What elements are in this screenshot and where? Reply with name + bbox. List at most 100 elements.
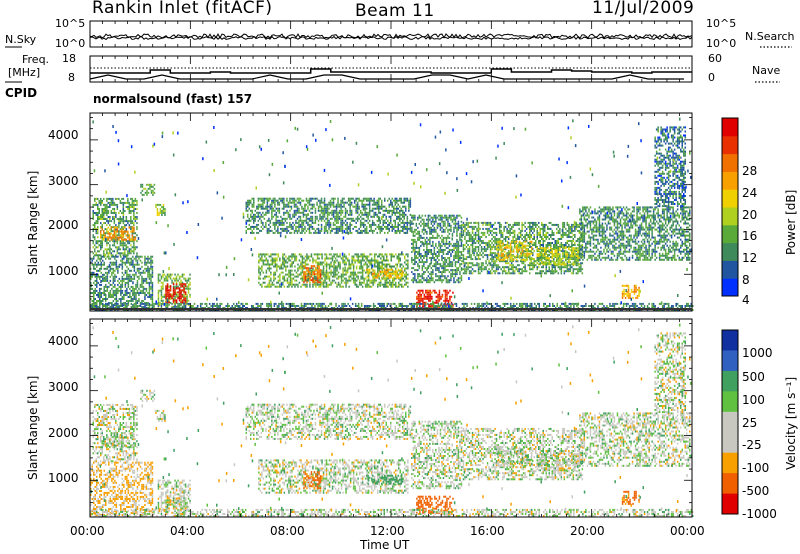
power-cell bbox=[94, 302, 96, 304]
power-cell bbox=[144, 298, 146, 300]
power-cell bbox=[144, 187, 147, 190]
power-cell bbox=[462, 250, 465, 253]
power-cell bbox=[262, 259, 265, 262]
vel-cb-1000: 1000 bbox=[742, 346, 773, 360]
power-cell bbox=[145, 261, 148, 264]
power-cell bbox=[468, 234, 471, 236]
power-cell bbox=[102, 255, 104, 258]
vel-cb-m1000: -1000 bbox=[742, 507, 777, 521]
power-cell bbox=[340, 275, 343, 278]
power-cell bbox=[334, 217, 336, 220]
power-cell bbox=[138, 298, 140, 300]
power-cell bbox=[467, 231, 469, 234]
power-cell bbox=[425, 289, 427, 292]
power-cell bbox=[148, 271, 151, 274]
power-cell bbox=[136, 289, 139, 292]
power-cell bbox=[390, 225, 392, 228]
power-cell bbox=[122, 201, 125, 204]
power-cell bbox=[323, 231, 326, 234]
power-cell bbox=[386, 269, 388, 272]
power-cell bbox=[329, 203, 332, 206]
power-cell bbox=[109, 203, 111, 206]
power-cell bbox=[438, 269, 440, 272]
power-cell bbox=[133, 244, 135, 247]
power-cell bbox=[286, 217, 288, 220]
power-cell bbox=[251, 211, 253, 214]
power-cell bbox=[262, 261, 265, 264]
power-cell bbox=[130, 296, 133, 298]
power-cell bbox=[448, 281, 451, 284]
power-cell bbox=[444, 230, 446, 233]
power-cell bbox=[331, 197, 333, 200]
power-cell bbox=[419, 291, 421, 294]
power-cell bbox=[257, 203, 260, 206]
power-cell bbox=[128, 208, 131, 210]
power-cell bbox=[338, 209, 341, 212]
power-cell bbox=[127, 267, 130, 270]
power-cell bbox=[418, 279, 421, 282]
power-cell bbox=[362, 213, 365, 216]
power-cell bbox=[112, 208, 114, 210]
power-cell bbox=[275, 215, 278, 218]
power-cell bbox=[395, 283, 397, 286]
power-cell bbox=[361, 267, 364, 270]
power-cell bbox=[377, 261, 379, 264]
power-cell bbox=[442, 275, 445, 278]
power-cell bbox=[334, 265, 337, 268]
power-cell bbox=[423, 261, 425, 264]
power-cell bbox=[327, 257, 329, 260]
power-cell bbox=[281, 197, 284, 200]
power-cell bbox=[282, 253, 284, 256]
power-cell bbox=[96, 294, 98, 296]
power-cell bbox=[344, 223, 347, 226]
power-cell bbox=[343, 281, 346, 284]
power-cell bbox=[419, 297, 421, 300]
power-cell bbox=[365, 268, 368, 271]
power-cell bbox=[127, 242, 129, 245]
power-cell bbox=[147, 302, 149, 304]
power-cell bbox=[109, 218, 111, 220]
power-cell bbox=[115, 230, 117, 233]
power-cell bbox=[339, 263, 341, 266]
power-cell bbox=[387, 263, 389, 266]
nsearch-tick-top: 10^5 bbox=[706, 17, 737, 30]
power-cell bbox=[310, 273, 313, 276]
power-cell bbox=[374, 213, 377, 216]
power-cell bbox=[276, 265, 278, 268]
power-cell bbox=[345, 255, 347, 258]
power-cell bbox=[445, 216, 448, 219]
power-cell bbox=[327, 273, 329, 276]
power-cell bbox=[399, 283, 401, 286]
power-cell bbox=[151, 255, 154, 258]
power-cell bbox=[286, 205, 288, 208]
power-cell bbox=[144, 267, 146, 270]
power-cell bbox=[457, 253, 460, 255]
power-cell bbox=[445, 277, 448, 280]
power-cell bbox=[355, 209, 357, 212]
power-cell bbox=[384, 209, 386, 212]
power-cell bbox=[398, 285, 400, 288]
power-cell bbox=[326, 213, 329, 216]
power-cell bbox=[456, 249, 458, 251]
power-cell bbox=[103, 285, 105, 288]
power-cell bbox=[447, 218, 449, 221]
power-cell bbox=[473, 240, 475, 242]
power-cell bbox=[365, 197, 368, 200]
power-cell bbox=[261, 267, 263, 270]
power-cell bbox=[471, 248, 474, 251]
power-cell bbox=[162, 210, 165, 212]
power-cell bbox=[97, 294, 99, 296]
power-cell bbox=[430, 251, 433, 253]
power-cell bbox=[159, 208, 162, 210]
power-cell bbox=[366, 267, 368, 270]
power-cell bbox=[134, 218, 137, 220]
power-cell bbox=[477, 272, 480, 275]
power-cell bbox=[470, 238, 472, 240]
power-cell bbox=[485, 268, 487, 271]
power-cell bbox=[172, 287, 175, 290]
power-cell bbox=[447, 291, 450, 294]
power-cell bbox=[328, 225, 330, 228]
power-cell bbox=[94, 199, 96, 202]
power-cell bbox=[501, 260, 504, 263]
power-cell bbox=[128, 250, 131, 253]
